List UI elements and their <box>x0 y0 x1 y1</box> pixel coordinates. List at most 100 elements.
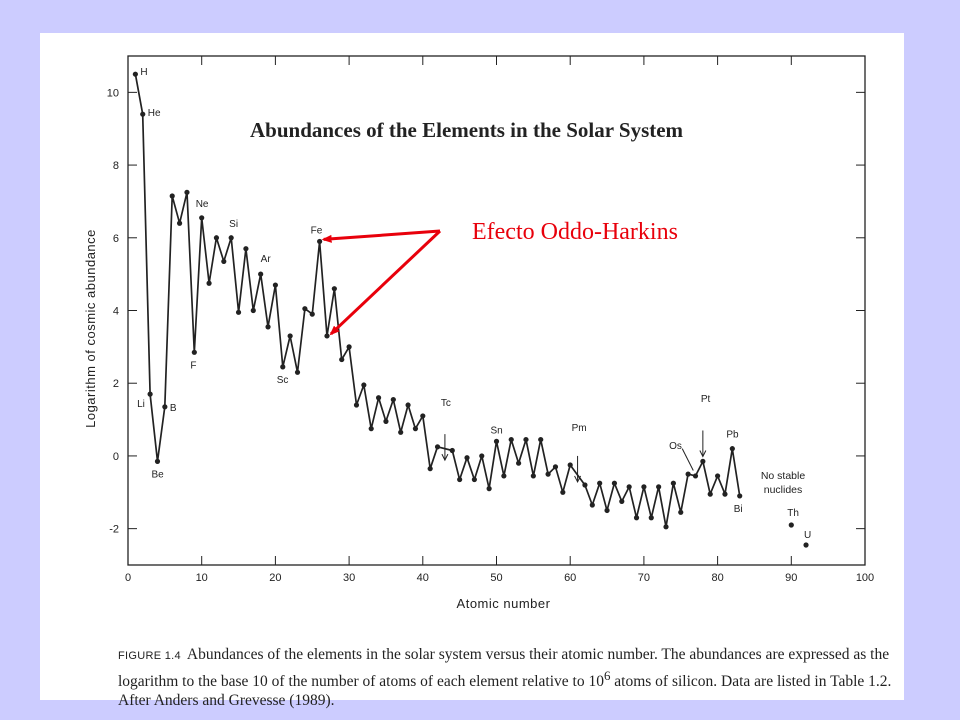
data-point <box>294 369 301 375</box>
gap-arrow-head <box>574 475 582 484</box>
tick-labels: 0 10 20 30 40 50 60 70 80 90 100 -2 0 2 4 6 8 10 <box>107 87 874 584</box>
x-tick-label: 50 <box>490 572 502 584</box>
data-point <box>523 436 529 443</box>
element-label-si: Si <box>229 219 238 230</box>
data-point <box>633 515 640 521</box>
x-tick-label: 10 <box>196 572 208 584</box>
y-tick-label: 2 <box>113 378 119 390</box>
x-tick-label: 80 <box>711 572 723 584</box>
data-point <box>619 498 625 504</box>
data-point <box>272 282 278 288</box>
data-point <box>560 489 566 495</box>
data-point <box>729 446 735 452</box>
data-point <box>243 246 249 252</box>
abundance-series <box>132 71 809 548</box>
x-axis-label: Atomic number <box>457 596 551 611</box>
data-point <box>383 418 389 424</box>
data-point <box>346 344 352 350</box>
data-point <box>737 493 743 499</box>
data-point <box>309 311 315 317</box>
data-point <box>641 484 647 490</box>
y-tick-label: 0 <box>113 451 119 463</box>
oddo-harkins-arrows <box>321 229 442 336</box>
data-point <box>471 476 477 483</box>
data-point <box>169 193 175 199</box>
data-point <box>538 436 544 443</box>
element-label-he: He <box>148 108 161 119</box>
data-point <box>493 438 500 444</box>
data-point <box>434 444 441 450</box>
caption-text-end: atoms of silicon. Data are listed in Tab… <box>118 673 892 710</box>
element-label-ar: Ar <box>261 254 272 265</box>
scanned-figure: Abundances of the Elements in the Solar … <box>40 33 904 709</box>
data-point <box>353 402 360 408</box>
actinide-point <box>803 542 809 548</box>
annotation-arrow <box>321 229 441 243</box>
element-label-u: U <box>804 530 811 541</box>
data-point <box>302 306 308 312</box>
data-point <box>412 426 419 432</box>
element-label-pt: Pt <box>701 394 711 405</box>
data-point <box>427 466 433 472</box>
os-pointer <box>681 448 694 471</box>
element-labels: H He Li Be B Ne F Si Ar Sc Fe Tc Sn Pm Os Pt Pb Bi Th U <box>137 67 811 541</box>
element-label-be: Be <box>151 469 164 480</box>
figure-label: FIGURE 1.4 <box>118 650 181 662</box>
data-point <box>611 480 618 486</box>
y-tick-label: -2 <box>109 524 119 536</box>
data-point <box>692 473 699 479</box>
data-point <box>420 413 426 419</box>
data-point <box>464 455 470 461</box>
data-point <box>280 364 286 370</box>
data-point <box>663 524 669 530</box>
abundance-chart: Abundances of the Elements in the Solar … <box>83 55 874 611</box>
data-point <box>604 507 610 514</box>
x-tick-label: 70 <box>638 572 650 584</box>
data-point <box>405 402 411 408</box>
y-axis-label: Logarithm of cosmic abundance <box>83 229 98 428</box>
element-label-bi: Bi <box>734 504 743 515</box>
data-point <box>678 509 684 515</box>
x-tick-label: 100 <box>856 572 874 584</box>
data-point <box>235 309 242 315</box>
data-point <box>265 324 271 330</box>
x-tick-label: 20 <box>269 572 281 584</box>
element-label-pb: Pb <box>726 430 739 441</box>
data-point <box>545 471 551 477</box>
data-point <box>508 436 514 443</box>
x-tick-label: 0 <box>125 572 131 584</box>
data-point <box>199 215 205 221</box>
data-point <box>324 333 330 339</box>
y-tick-label: 10 <box>107 87 119 99</box>
data-point <box>501 473 507 479</box>
gap-arrow-head <box>699 450 707 458</box>
x-tick-label: 90 <box>785 572 797 584</box>
x-tick-label: 30 <box>343 572 355 584</box>
data-point <box>486 486 492 492</box>
axis-ticks <box>127 56 866 565</box>
unstable-element-markers <box>441 430 707 484</box>
element-label-b: B <box>170 403 177 414</box>
data-point <box>582 482 588 488</box>
data-point <box>552 464 559 470</box>
element-label-f: F <box>190 360 196 371</box>
data-point <box>368 426 374 432</box>
data-point <box>331 286 337 292</box>
data-point <box>317 238 323 245</box>
y-tick-label: 8 <box>113 160 119 172</box>
element-label-h: H <box>140 67 147 78</box>
y-tick-label: 6 <box>113 233 119 245</box>
data-point <box>457 476 463 483</box>
element-label-pm: Pm <box>572 423 587 434</box>
element-label-ne: Ne <box>196 199 209 210</box>
figure-caption: FIGURE 1.4 Abundances of the elements in … <box>118 645 918 710</box>
data-point <box>479 453 485 459</box>
data-point <box>154 458 161 464</box>
data-point <box>700 458 706 464</box>
element-label-sn: Sn <box>491 425 503 436</box>
series-line <box>134 74 741 528</box>
y-tick-label: 4 <box>113 306 119 318</box>
data-point <box>162 404 168 410</box>
element-label-li: Li <box>137 399 145 410</box>
data-point <box>685 471 691 477</box>
